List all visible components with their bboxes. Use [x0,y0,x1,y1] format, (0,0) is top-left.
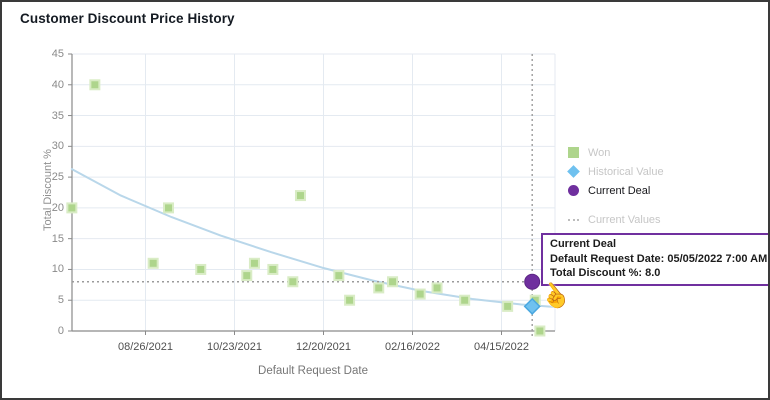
won-point[interactable] [502,300,514,312]
y-tick-label: 45 [51,48,64,60]
tooltip-current-deal: Current Deal Default Request Date: 05/05… [541,233,768,286]
tooltip-request-date: Default Request Date: 05/05/2022 7:00 AM [550,252,768,265]
won-point[interactable] [431,282,443,294]
legend-item-current-deal[interactable]: Current Deal [568,181,664,200]
won-point[interactable] [373,282,385,294]
won-point[interactable] [241,270,253,282]
y-tick-label: 10 [51,263,64,276]
won-point[interactable] [66,202,78,214]
won-point[interactable] [195,263,207,275]
trend-line [70,168,557,308]
tooltip-discount: Total Discount %: 8.0 [550,267,661,279]
legend-item-won[interactable]: Won [568,143,664,162]
y-tick-label: 30 [51,140,64,153]
y-tick-label: 20 [51,201,64,214]
won-point[interactable] [534,325,546,337]
current-deal-point[interactable] [524,273,541,290]
won-point[interactable] [344,294,356,306]
chart-title: Customer Discount Price History [20,11,235,26]
won-point[interactable] [267,263,279,275]
x-tick-label: 08/26/2021 [117,341,174,353]
won-point[interactable] [387,276,399,288]
legend-label-historical-value: Historical Value [588,165,664,178]
x-tick-label: 02/16/2022 [384,341,441,353]
won-point[interactable] [414,288,426,300]
won-point[interactable] [459,294,471,306]
x-axis-title: Default Request Date [258,365,368,377]
legend-label-current-values: Current Values [588,213,661,226]
legend-label-won: Won [588,146,611,159]
current-deal-circle-icon [568,185,579,196]
won-point[interactable] [287,276,299,288]
won-point[interactable] [147,257,159,269]
historical-value-point[interactable] [523,297,541,315]
y-axis-title: Total Discount % [42,149,54,231]
y-tick-label: 15 [51,232,64,245]
tooltip-title: Current Deal [550,238,617,250]
historical-value-diamond-icon [567,165,580,178]
won-point[interactable] [333,270,345,282]
legend-label-current-deal: Current Deal [588,184,651,197]
x-tick-label: 12/20/2021 [295,341,352,353]
won-point[interactable] [248,257,260,269]
x-tick-label: 04/15/2022 [473,341,530,353]
legend: Won Historical Value Current Deal Curren… [567,143,664,229]
y-tick-label: 0 [57,325,64,337]
won-point[interactable] [163,202,175,214]
won-point[interactable] [89,79,101,91]
won-square-icon [568,147,579,158]
y-tick-label: 5 [57,294,64,307]
won-point[interactable] [294,190,306,202]
legend-item-historical-value[interactable]: Historical Value [567,162,664,181]
legend-item-current-values[interactable]: Current Values [568,210,664,229]
y-tick-label: 25 [51,171,64,184]
x-tick-label: 10/23/2021 [206,341,263,353]
y-tick-label: 35 [51,109,64,122]
current-values-dotted-line-icon [568,219,579,221]
y-tick-label: 40 [51,78,64,91]
